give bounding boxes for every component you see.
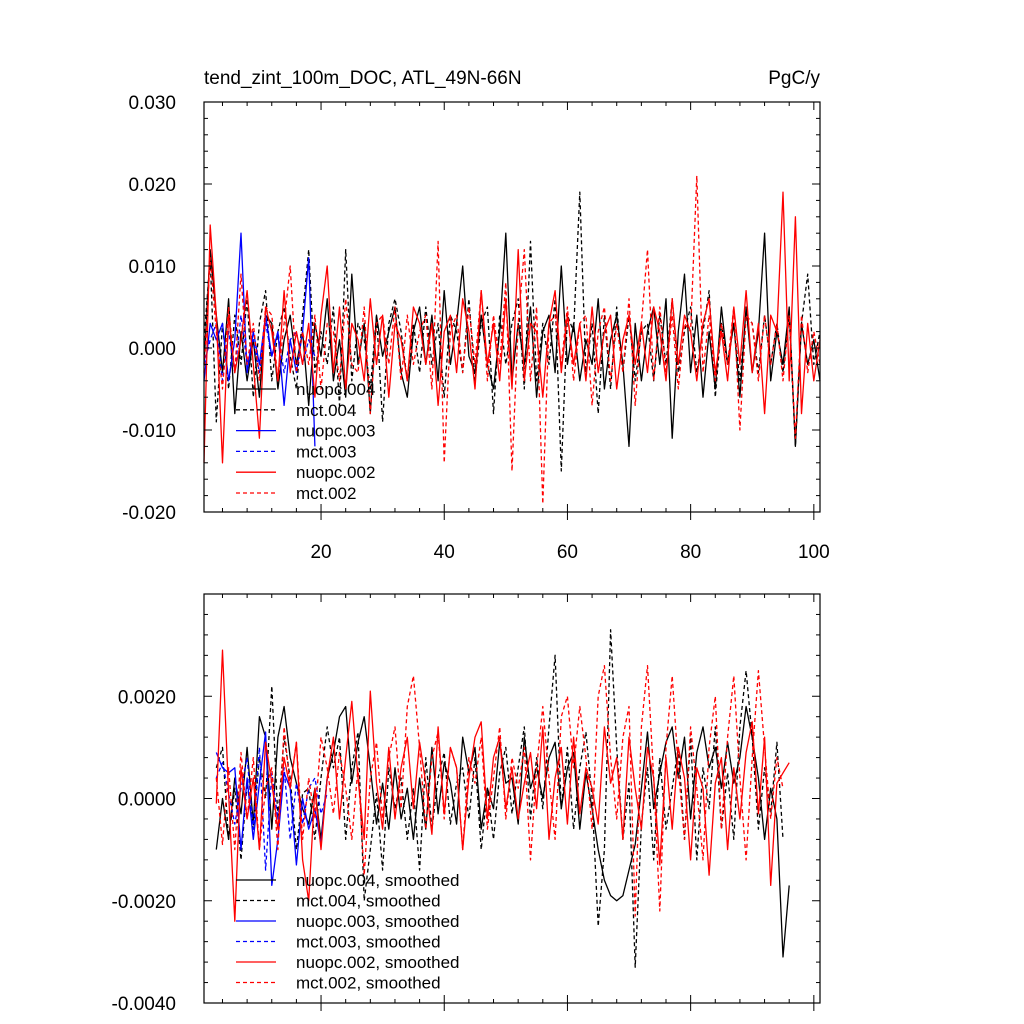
series-line-mct-002 — [203, 175, 821, 505]
y-tick-label: 0.010 — [128, 257, 176, 278]
chart-title: tend_zint_100m_DOC, ATL_49N-66N — [204, 68, 522, 89]
legend-label-nuopc-004-smoothed: nuopc.004, smoothed — [296, 871, 460, 890]
legend-label-mct-002-smoothed: mct.002, smoothed — [296, 974, 441, 993]
legend-label-mct-003-smoothed: mct.003, smoothed — [296, 933, 441, 952]
legend-label-mct-002: mct.002 — [296, 484, 356, 503]
series-line-mct-002-smoothed — [215, 664, 784, 917]
y-tick-label: 0.020 — [128, 175, 176, 196]
legend-label-nuopc-003-smoothed: nuopc.003, smoothed — [296, 912, 460, 931]
legend-label-nuopc-002-smoothed: nuopc.002, smoothed — [296, 953, 460, 972]
series-line-nuopc-003 — [203, 232, 316, 447]
series-line-nuopc-003-smoothed — [215, 731, 328, 887]
series-line-nuopc-004-smoothed — [215, 705, 790, 958]
x-tick-label: 20 — [310, 542, 331, 563]
x-tick-label: 80 — [680, 542, 701, 563]
y-tick-label: 0.0000 — [118, 790, 176, 811]
y-tick-label: -0.010 — [122, 421, 176, 442]
legend-label-nuopc-002: nuopc.002 — [296, 463, 375, 482]
series-line-mct-004-smoothed — [215, 629, 784, 968]
y-tick-label: 0.000 — [128, 339, 176, 360]
x-tick-label: 60 — [557, 542, 578, 563]
y-tick-label: -0.020 — [122, 503, 176, 524]
y-tick-label: 0.030 — [128, 93, 176, 114]
bottom-plot-frame — [203, 593, 821, 1004]
units-label: PgC/y — [768, 68, 820, 89]
legend-label-nuopc-003: nuopc.003 — [296, 422, 375, 441]
top-panel: tend_zint_100m_DOC, ATL_49N-66N PgC/y -0… — [122, 68, 830, 563]
bottom-ticks: -0.0040 -0.0020 0.0000 0.0020 — [112, 593, 820, 1015]
top-plot-frame — [203, 101, 821, 513]
top-ticks: -0.020 -0.010 0.000 0.010 0.020 0.030 20 40 60 80… — [122, 93, 830, 563]
bottom-series-layer — [215, 629, 790, 968]
legend-label-mct-004-smoothed: mct.004, smoothed — [296, 892, 441, 911]
legend-label-nuopc-004: nuopc.004 — [296, 380, 375, 399]
x-tick-label: 40 — [434, 542, 455, 563]
y-tick-label: -0.0040 — [112, 994, 176, 1015]
top-series-layer — [203, 175, 821, 505]
y-tick-label: 0.0020 — [118, 687, 176, 708]
y-tick-label: -0.0020 — [112, 892, 176, 913]
series-line-mct-004 — [203, 191, 821, 472]
legend-label-mct-003: mct.003 — [296, 442, 356, 461]
legend-label-mct-004: mct.004 — [296, 401, 356, 420]
bottom-panel: -0.0040 -0.0020 0.0000 0.0020 nuopc.004, sm… — [112, 593, 821, 1015]
x-tick-label: 100 — [798, 542, 830, 563]
